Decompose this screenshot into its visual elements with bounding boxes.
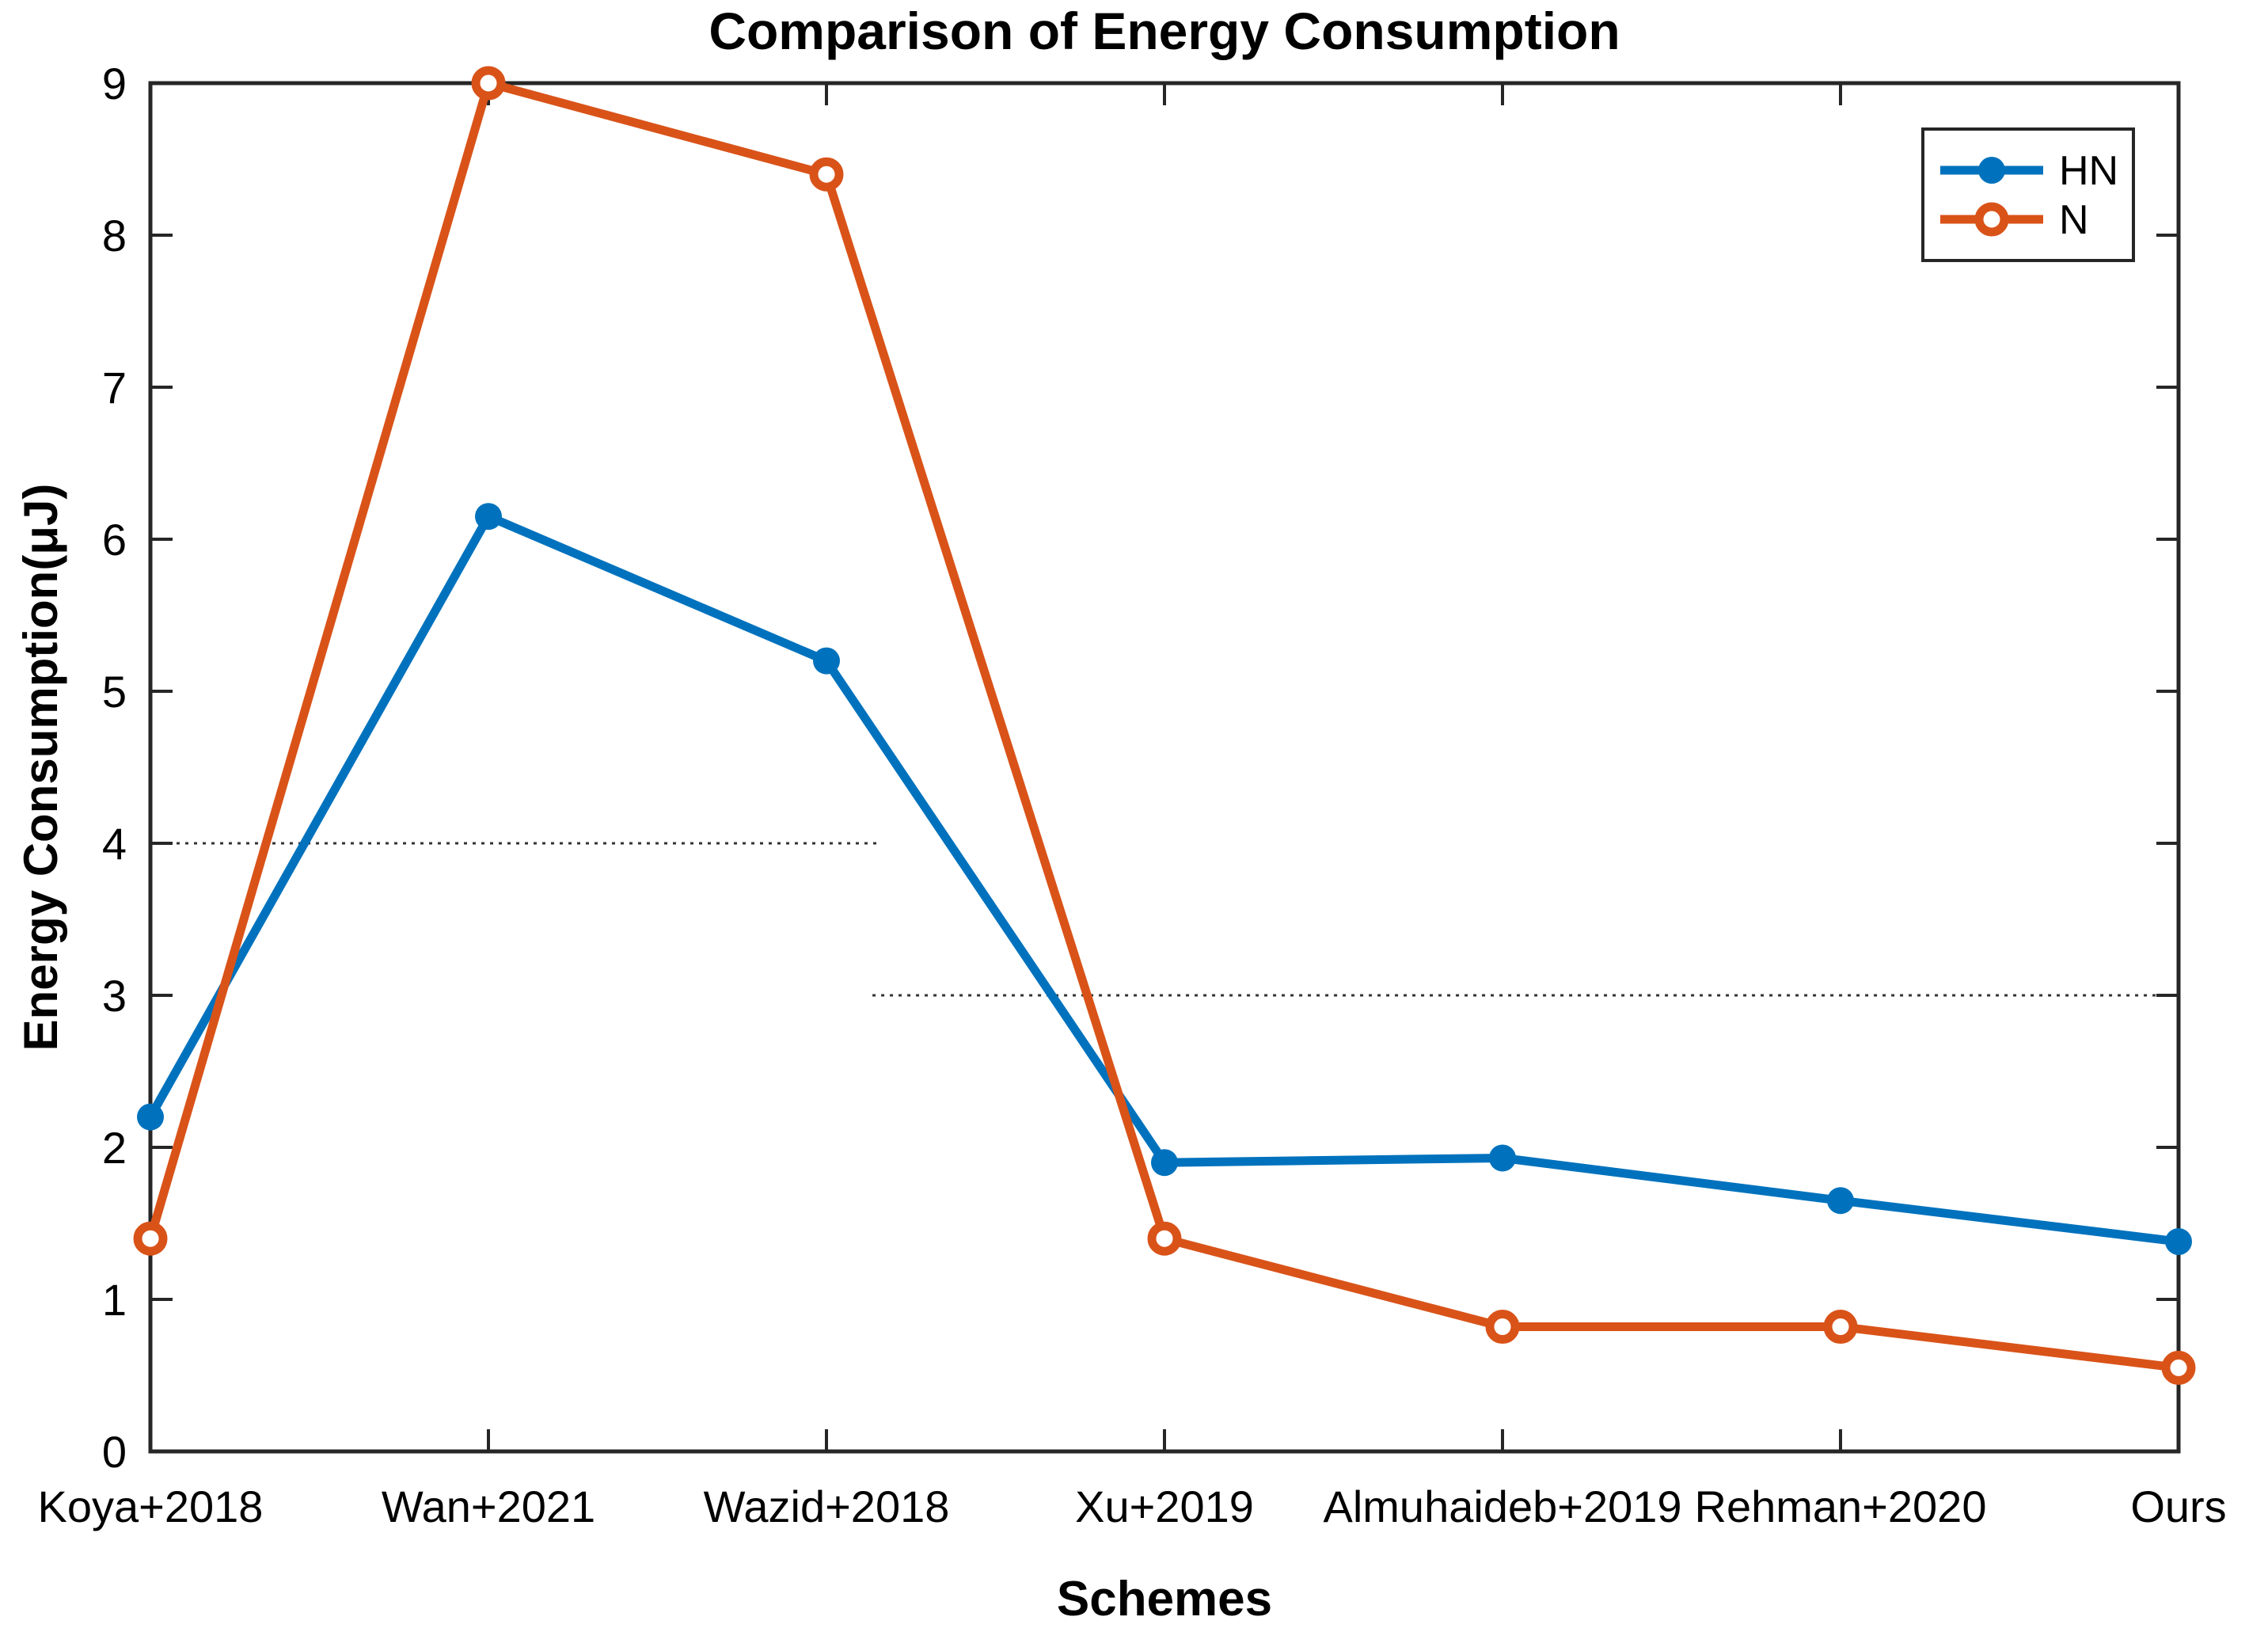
marker-HN bbox=[1827, 1187, 1854, 1215]
marker-N bbox=[1823, 1310, 1858, 1345]
x-tick-label: Almuhaideb+2019 bbox=[1323, 1482, 1681, 1531]
marker-HN bbox=[1151, 1149, 1178, 1177]
marker-N bbox=[809, 157, 844, 192]
x-tick-label: Wan+2021 bbox=[382, 1482, 595, 1531]
legend-marker-N bbox=[1974, 202, 2009, 237]
marker-N bbox=[2161, 1350, 2196, 1385]
y-tick-label: 1 bbox=[102, 1275, 127, 1325]
x-tick-label: Rehman+2020 bbox=[1695, 1482, 1987, 1531]
marker-N bbox=[1485, 1310, 1520, 1345]
y-tick-label: 6 bbox=[102, 515, 127, 565]
x-tick-label: Ours bbox=[2130, 1482, 2226, 1531]
legend-label-HN: HN bbox=[2059, 148, 2118, 194]
x-tick-label: Xu+2019 bbox=[1075, 1482, 1254, 1531]
marker-N bbox=[1147, 1221, 1182, 1256]
marker-HN bbox=[2165, 1228, 2192, 1256]
marker-HN bbox=[475, 503, 502, 531]
y-axis-label: Energy Consumption(μJ) bbox=[14, 484, 67, 1052]
x-tick-label: Wazid+2018 bbox=[704, 1482, 950, 1531]
y-tick-label: 3 bbox=[102, 971, 127, 1021]
y-tick-label: 8 bbox=[102, 211, 127, 261]
y-tick-label: 7 bbox=[102, 363, 127, 413]
legend-label-N: N bbox=[2059, 197, 2089, 243]
x-axis-label: Schemes bbox=[1057, 1572, 1272, 1626]
y-tick-label: 2 bbox=[102, 1123, 127, 1173]
y-tick-label: 5 bbox=[102, 667, 127, 717]
marker-HN bbox=[813, 647, 840, 675]
chart-title: Comparison of Energy Consumption bbox=[709, 2, 1620, 60]
marker-N bbox=[471, 66, 506, 101]
x-tick-label: Koya+2018 bbox=[38, 1482, 264, 1531]
marker-N bbox=[133, 1221, 168, 1256]
legend-marker-HN bbox=[1978, 157, 2005, 184]
y-tick-label: 9 bbox=[102, 59, 127, 108]
marker-HN bbox=[1489, 1144, 1516, 1172]
y-tick-label: 4 bbox=[102, 819, 127, 869]
marker-HN bbox=[137, 1103, 164, 1131]
y-tick-label: 0 bbox=[102, 1427, 127, 1477]
legend-box bbox=[1921, 127, 2135, 262]
